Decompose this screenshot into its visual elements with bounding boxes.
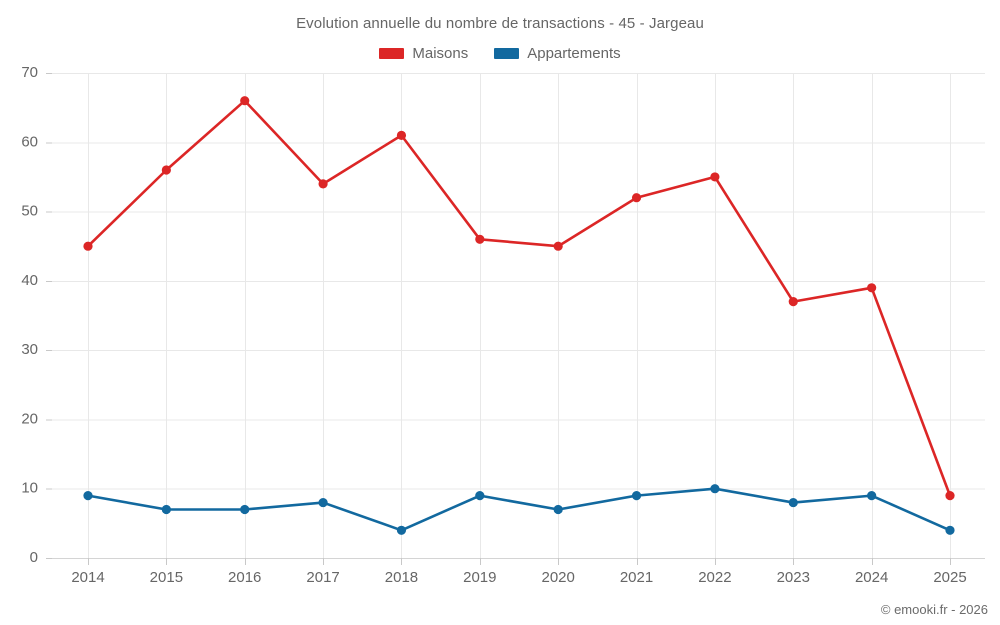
data-point[interactable]: [631, 491, 642, 501]
y-tick-label: 10: [21, 480, 38, 497]
data-point[interactable]: [788, 497, 798, 508]
data-point[interactable]: [710, 484, 720, 494]
tickmarks-group: [46, 73, 951, 565]
y-axis-labels: 0 10 20 30 40 50 60 70: [21, 64, 38, 566]
legend-item-appartements[interactable]: Appartements: [494, 45, 621, 62]
gridlines-group: [52, 73, 985, 559]
y-tick-label: 0: [30, 549, 38, 566]
data-series-group: [83, 96, 955, 535]
data-point[interactable]: [788, 297, 798, 307]
x-tick-label: 2020: [541, 569, 574, 586]
data-point[interactable]: [240, 96, 250, 106]
series-line-maisons: [86, 99, 952, 497]
data-point[interactable]: [396, 525, 407, 535]
x-tick-label: 2025: [933, 569, 966, 586]
y-tick-label: 70: [21, 64, 38, 81]
data-point[interactable]: [945, 491, 955, 501]
x-tick-label: 2016: [228, 569, 261, 586]
legend-label-maisons: Maisons: [412, 45, 469, 62]
y-tick-label: 40: [21, 272, 38, 289]
data-point[interactable]: [83, 241, 93, 251]
data-point[interactable]: [318, 179, 328, 189]
data-point[interactable]: [867, 283, 877, 293]
x-tick-label: 2022: [698, 569, 731, 586]
data-point[interactable]: [318, 497, 328, 508]
x-tick-label: 2024: [855, 569, 888, 586]
x-tick-label: 2014: [71, 569, 104, 586]
data-point[interactable]: [396, 130, 407, 140]
data-point[interactable]: [710, 172, 720, 182]
page-title: Evolution annuelle du nombre de transact…: [296, 15, 704, 32]
data-point[interactable]: [553, 241, 563, 251]
data-point[interactable]: [161, 504, 171, 515]
x-tick-label: 2018: [385, 569, 418, 586]
legend-swatch-maisons: [379, 48, 405, 59]
y-tick-label: 60: [21, 133, 38, 150]
series-line-appartements: [86, 487, 952, 532]
y-tick-label: 30: [21, 341, 38, 358]
y-tick-label: 50: [21, 203, 38, 220]
data-point[interactable]: [631, 193, 642, 203]
data-point[interactable]: [553, 504, 563, 515]
data-point[interactable]: [83, 491, 93, 501]
x-tick-label: 2015: [150, 569, 183, 586]
data-point[interactable]: [945, 525, 955, 535]
x-tick-label: 2017: [306, 569, 339, 586]
y-tick-label: 20: [21, 410, 38, 427]
data-point[interactable]: [475, 491, 485, 501]
x-axis-labels: 2014 2015 2016 2017 2018 2019 2020 2021 2022 2023…: [71, 569, 966, 586]
data-point[interactable]: [475, 234, 485, 244]
footer-credit: © emooki.fr - 2026: [880, 602, 988, 617]
data-point[interactable]: [240, 504, 250, 515]
legend-swatch-appartements: [494, 48, 520, 59]
legend-label-appartements: Appartements: [527, 45, 621, 62]
x-tick-label: 2019: [463, 569, 496, 586]
chart-legend: Maisons Appartements: [0, 45, 1000, 62]
x-tick-label: 2023: [777, 569, 810, 586]
legend-item-maisons[interactable]: Maisons: [379, 45, 468, 62]
data-point[interactable]: [161, 165, 171, 175]
x-tick-label: 2021: [620, 569, 653, 586]
data-point[interactable]: [867, 491, 877, 501]
series-maisons: [83, 96, 955, 501]
series-appartements: [83, 484, 955, 535]
